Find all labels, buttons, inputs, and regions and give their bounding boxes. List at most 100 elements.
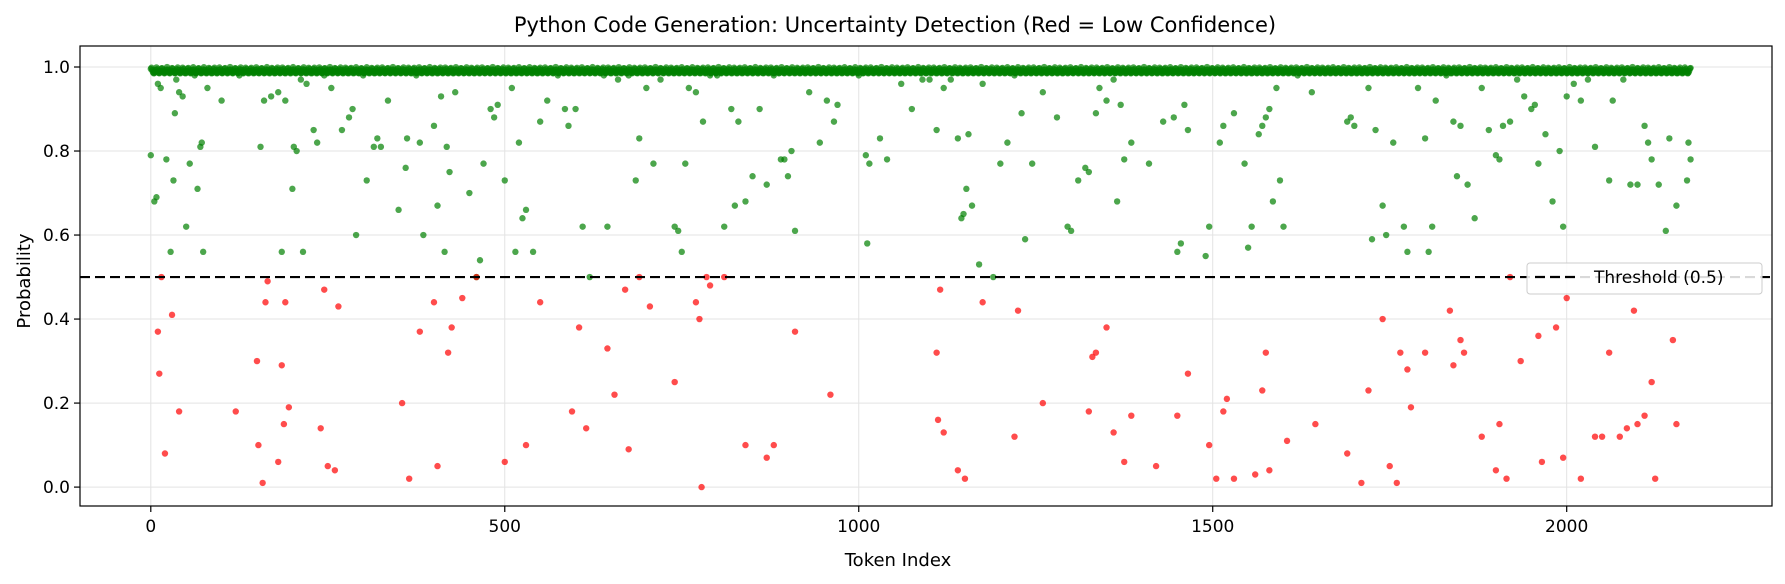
low-confidence-point <box>1503 475 1510 482</box>
legend-threshold-label: Threshold (0.5) <box>1593 268 1723 288</box>
high-confidence-point <box>1372 126 1379 134</box>
high-confidence-point <box>731 202 739 209</box>
low-confidence-point <box>1259 387 1266 394</box>
high-confidence-point <box>1269 198 1277 205</box>
low-confidence-point <box>827 391 834 398</box>
high-confidence-point <box>363 177 370 184</box>
high-confidence-point <box>1103 97 1110 104</box>
high-confidence-point <box>191 72 198 79</box>
high-confidence-point <box>979 80 986 88</box>
high-confidence-point <box>480 160 487 167</box>
high-confidence-point <box>198 139 205 146</box>
high-confidence-point <box>1230 110 1238 117</box>
low-confidence-point <box>259 479 266 487</box>
low-confidence-point <box>604 345 611 352</box>
low-confidence-point <box>1397 349 1404 356</box>
high-confidence-point <box>328 84 335 92</box>
high-confidence-point <box>586 273 593 281</box>
legend: Threshold (0.5) <box>1526 262 1763 295</box>
high-confidence-point <box>1294 72 1301 79</box>
high-confidence-point <box>349 105 356 113</box>
high-confidence-point <box>960 210 967 218</box>
low-confidence-point <box>1103 324 1110 331</box>
high-confidence-point <box>278 248 285 256</box>
high-confidence-point <box>1011 72 1018 79</box>
data-points <box>147 63 1694 491</box>
low-confidence-point <box>611 391 618 398</box>
high-confidence-point <box>706 72 714 79</box>
low-confidence-point <box>621 286 629 293</box>
low-confidence-point <box>703 273 710 281</box>
high-confidence-point <box>1627 181 1634 188</box>
high-confidence-point <box>437 93 445 100</box>
low-confidence-point <box>434 462 441 470</box>
high-confidence-point <box>735 118 742 125</box>
high-confidence-point <box>1577 97 1585 104</box>
high-confidence-point <box>1028 160 1036 167</box>
high-confidence-point <box>954 135 962 142</box>
high-confidence-point <box>476 257 484 264</box>
high-confidence-point <box>756 105 763 113</box>
low-confidence-point <box>1563 294 1570 302</box>
low-confidence-point <box>232 408 239 415</box>
high-confidence-point <box>204 84 211 92</box>
high-confidence-point <box>186 160 193 167</box>
high-confidence-point <box>926 76 933 83</box>
high-confidence-point <box>1563 93 1570 100</box>
high-confidence-point <box>1113 198 1121 205</box>
high-confidence-point <box>675 227 682 235</box>
low-confidence-point <box>575 324 583 331</box>
high-confidence-point <box>604 223 611 230</box>
high-confidence-point <box>1145 160 1153 167</box>
high-confidence-point <box>303 80 310 88</box>
high-confidence-point <box>218 97 225 104</box>
high-confidence-point <box>600 72 608 79</box>
high-confidence-point <box>1400 223 1408 230</box>
high-confidence-point <box>1666 135 1673 142</box>
x-axis-label: Token Index <box>844 550 952 571</box>
low-confidence-point <box>1630 307 1638 314</box>
high-confidence-point <box>947 76 954 83</box>
high-confidence-point <box>1492 152 1500 159</box>
high-confidence-point <box>1262 114 1270 121</box>
high-confidence-point <box>788 147 795 155</box>
high-confidence-point <box>1220 122 1227 130</box>
high-confidence-point <box>413 72 420 79</box>
high-confidence-point <box>1053 114 1061 121</box>
high-confidence-point <box>1255 131 1262 138</box>
high-confidence-point <box>1641 122 1648 130</box>
low-confidence-point <box>721 273 728 281</box>
low-confidence-point <box>1496 420 1503 428</box>
high-confidence-point <box>784 173 792 180</box>
high-confidence-point <box>416 139 424 146</box>
high-confidence-point <box>236 72 243 79</box>
low-confidence-point <box>175 408 183 415</box>
high-confidence-point <box>1039 89 1047 96</box>
high-confidence-point <box>1655 181 1662 188</box>
low-confidence-point <box>696 315 703 323</box>
high-confidence-point <box>1382 231 1390 239</box>
low-confidence-point <box>154 328 162 335</box>
high-confidence-point <box>267 93 275 100</box>
high-confidence-point <box>173 76 180 83</box>
high-confidence-point <box>834 101 841 109</box>
low-confidence-point <box>1266 467 1273 474</box>
low-confidence-point <box>324 462 331 470</box>
high-confidence-point <box>310 126 317 134</box>
y-tick-label: 0.0 <box>43 478 70 498</box>
high-confidence-point <box>940 84 947 92</box>
low-confidence-point <box>1379 315 1386 323</box>
low-confidence-point <box>536 299 544 306</box>
high-confidence-point <box>522 206 530 214</box>
high-confidence-point <box>1276 177 1284 184</box>
high-confidence-point <box>1205 223 1213 230</box>
high-confidence-point <box>614 76 622 83</box>
high-confidence-point <box>1471 215 1478 222</box>
high-confidence-point <box>1096 84 1103 92</box>
low-confidence-point <box>317 425 324 432</box>
high-confidence-point <box>1368 236 1376 243</box>
high-confidence-point <box>1556 147 1563 155</box>
low-confidence-point <box>1205 441 1213 449</box>
low-confidence-point <box>416 328 424 335</box>
